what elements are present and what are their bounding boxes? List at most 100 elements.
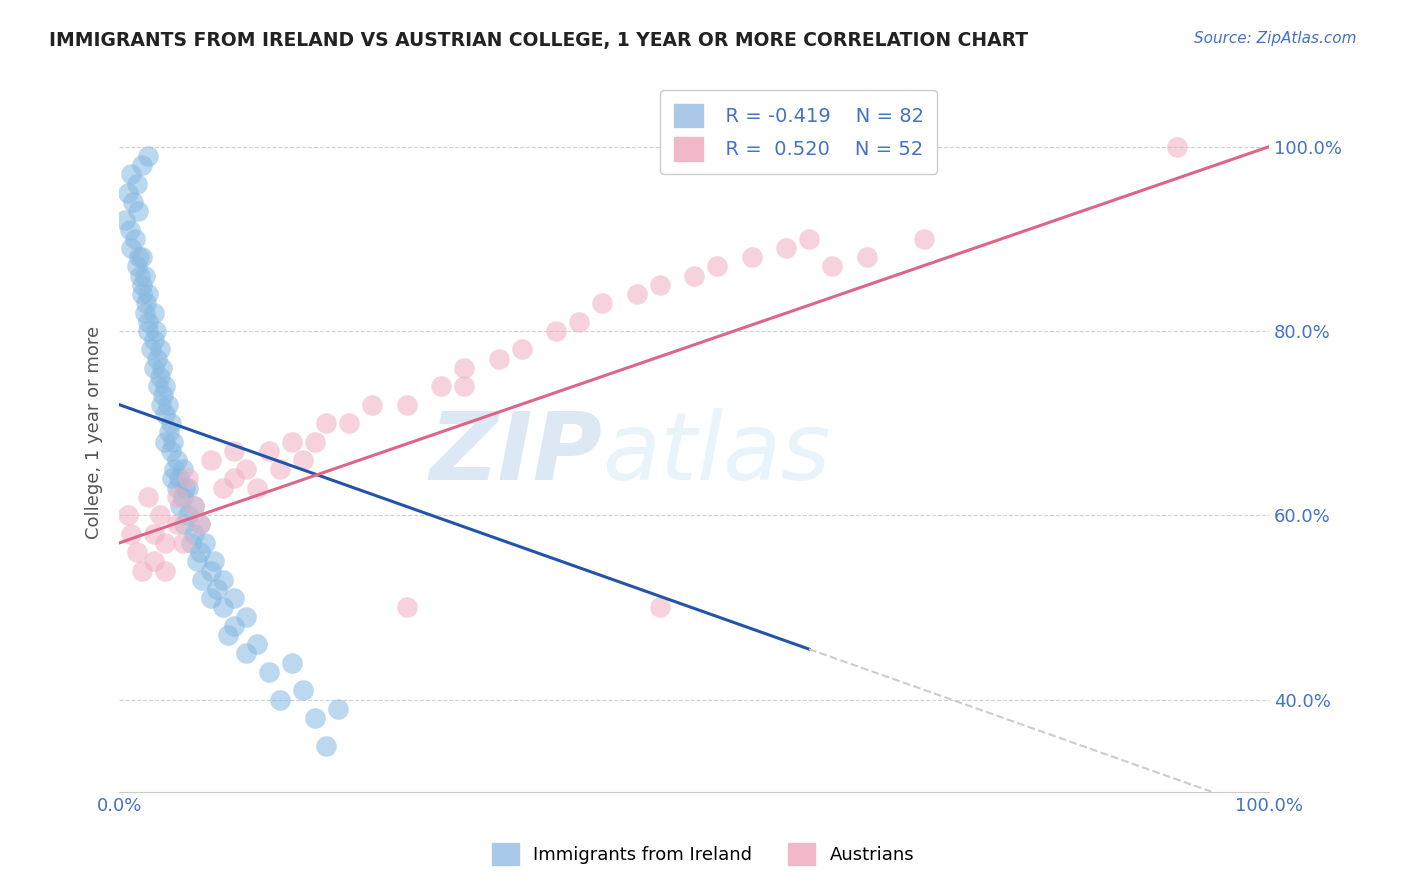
Point <box>1166 139 1188 153</box>
Point <box>135 296 157 310</box>
Point <box>430 379 453 393</box>
Point <box>131 250 153 264</box>
Point <box>142 305 165 319</box>
Point <box>304 434 326 449</box>
Point <box>183 499 205 513</box>
Point <box>568 315 591 329</box>
Point <box>235 462 257 476</box>
Point <box>155 407 177 421</box>
Point <box>626 287 648 301</box>
Point <box>194 536 217 550</box>
Point <box>166 517 188 532</box>
Point <box>200 564 222 578</box>
Point <box>246 481 269 495</box>
Point <box>180 536 202 550</box>
Point <box>120 167 142 181</box>
Point <box>315 739 337 753</box>
Point <box>292 453 315 467</box>
Text: atlas: atlas <box>602 409 831 500</box>
Point <box>304 711 326 725</box>
Point <box>188 545 211 559</box>
Point <box>142 333 165 347</box>
Point <box>246 637 269 651</box>
Point <box>162 434 184 449</box>
Point <box>741 250 763 264</box>
Point <box>292 683 315 698</box>
Point <box>163 462 186 476</box>
Point <box>395 398 418 412</box>
Point <box>211 573 233 587</box>
Point <box>141 343 163 357</box>
Point <box>160 471 183 485</box>
Text: Source: ZipAtlas.com: Source: ZipAtlas.com <box>1194 31 1357 46</box>
Point <box>117 508 139 523</box>
Legend:   R = -0.419    N = 82,   R =  0.520    N = 52: R = -0.419 N = 82, R = 0.520 N = 52 <box>661 90 938 174</box>
Point <box>395 600 418 615</box>
Point <box>173 517 195 532</box>
Point <box>122 194 145 209</box>
Point <box>120 241 142 255</box>
Point <box>169 499 191 513</box>
Text: ZIP: ZIP <box>429 408 602 500</box>
Point <box>134 305 156 319</box>
Point <box>134 268 156 283</box>
Point <box>235 609 257 624</box>
Point <box>775 241 797 255</box>
Point <box>453 360 475 375</box>
Point <box>160 443 183 458</box>
Point <box>160 416 183 430</box>
Text: IMMIGRANTS FROM IRELAND VS AUSTRIAN COLLEGE, 1 YEAR OR MORE CORRELATION CHART: IMMIGRANTS FROM IRELAND VS AUSTRIAN COLL… <box>49 31 1028 50</box>
Point <box>453 379 475 393</box>
Point <box>280 434 302 449</box>
Point <box>177 471 200 485</box>
Point <box>125 545 148 559</box>
Point <box>186 554 208 568</box>
Point <box>142 526 165 541</box>
Point <box>269 462 291 476</box>
Point <box>128 250 150 264</box>
Point <box>648 600 671 615</box>
Point <box>150 360 173 375</box>
Point <box>257 665 280 679</box>
Point <box>855 250 877 264</box>
Point <box>224 471 246 485</box>
Y-axis label: College, 1 year or more: College, 1 year or more <box>86 326 103 539</box>
Point <box>155 379 177 393</box>
Point <box>177 508 200 523</box>
Point <box>155 434 177 449</box>
Point <box>148 343 170 357</box>
Point <box>125 260 148 274</box>
Point <box>200 591 222 606</box>
Point <box>188 517 211 532</box>
Point <box>127 204 149 219</box>
Point <box>146 351 169 366</box>
Point <box>211 600 233 615</box>
Point <box>337 416 360 430</box>
Point <box>172 536 194 550</box>
Point <box>149 398 172 412</box>
Point <box>224 443 246 458</box>
Point <box>136 315 159 329</box>
Point <box>224 591 246 606</box>
Point <box>188 517 211 532</box>
Point <box>155 564 177 578</box>
Point <box>218 628 240 642</box>
Point <box>131 564 153 578</box>
Point <box>191 573 214 587</box>
Point <box>166 490 188 504</box>
Point <box>280 656 302 670</box>
Point <box>211 481 233 495</box>
Legend: Immigrants from Ireland, Austrians: Immigrants from Ireland, Austrians <box>482 834 924 874</box>
Point <box>648 277 671 292</box>
Point <box>136 324 159 338</box>
Point <box>257 443 280 458</box>
Point <box>912 232 935 246</box>
Point <box>235 647 257 661</box>
Point <box>510 343 533 357</box>
Point <box>183 526 205 541</box>
Point <box>202 554 225 568</box>
Point <box>269 692 291 706</box>
Point <box>131 158 153 172</box>
Point <box>797 232 820 246</box>
Point <box>183 499 205 513</box>
